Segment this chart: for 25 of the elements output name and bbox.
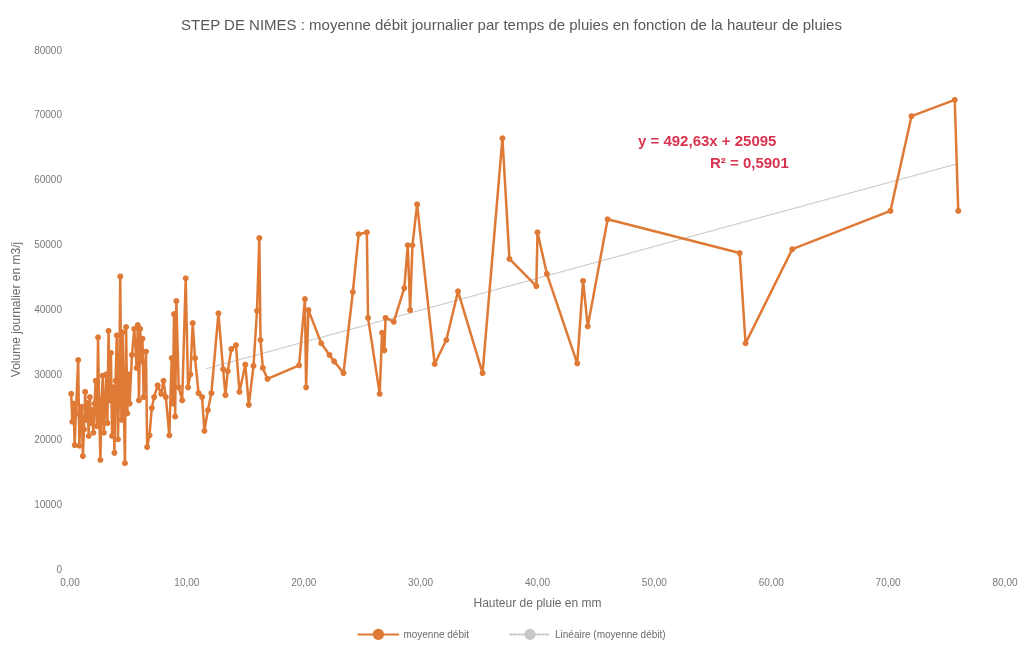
y-axis-title: Volume journalier en m3/j — [9, 241, 23, 378]
x-tick-label: 60,00 — [758, 576, 785, 588]
x-axis-title: Hauteur de pluie en mm — [473, 596, 602, 610]
y-tick-label: 20000 — [34, 433, 63, 445]
x-tick-label: 40,00 — [524, 576, 551, 588]
x-tick-label: 10,00 — [174, 576, 200, 588]
y-tick-label: 30000 — [34, 368, 63, 380]
y-tick-label: 70000 — [34, 109, 63, 121]
y-tick-label: 40000 — [34, 304, 63, 315]
legend-label: moyenne débit — [403, 628, 470, 640]
x-tick-label: 30,00 — [408, 576, 434, 588]
x-tick-label: 80,00 — [992, 576, 1018, 588]
x-tick-label: 50,00 — [641, 576, 668, 588]
y-tick-label: 0 — [56, 563, 63, 575]
y-tick-label: 60000 — [34, 174, 63, 186]
annotation: y = 492,63x + 25095 — [638, 132, 777, 149]
x-tick-label: 70,00 — [875, 576, 902, 588]
annotation: R² = 0,5901 — [710, 154, 789, 171]
chart-title: STEP DE NIMES : moyenne débit journalier par temps de pluies en fonction de la hauteur de pluies — [181, 16, 842, 33]
legend-label: Linéaire (moyenne débit) — [554, 628, 666, 640]
y-tick-label: 50000 — [34, 239, 63, 251]
x-tick-label: 20,00 — [291, 576, 317, 588]
y-tick-label: 80000 — [34, 44, 63, 56]
x-tick-label: 0,00 — [60, 576, 81, 588]
y-tick-label: 10000 — [34, 498, 63, 510]
